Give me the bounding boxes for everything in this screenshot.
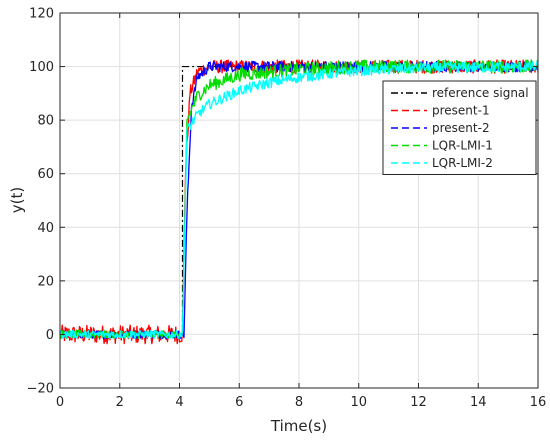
- y-tick-label: 20: [37, 274, 54, 289]
- series-layer: [59, 59, 539, 345]
- y-tick-label: 80: [37, 114, 54, 129]
- x-tick-label: 6: [235, 395, 243, 410]
- legend-label-lqr-lmi-2: LQR-LMI-2: [432, 156, 493, 170]
- x-axis-label: Time(s): [270, 417, 327, 435]
- x-tick-label: 8: [295, 395, 303, 410]
- x-tick-label: 4: [175, 395, 183, 410]
- series-lqr-lmi-2: [59, 60, 539, 340]
- y-tick-label: 0: [46, 328, 54, 343]
- x-tick-label: 16: [530, 395, 547, 410]
- y-tick-label: 120: [29, 7, 54, 22]
- y-tick-label: 60: [37, 167, 54, 182]
- legend: reference signal present-1 present-2 LQR-LM…: [382, 80, 537, 175]
- y-tick-label: 100: [29, 60, 54, 75]
- legend-label-present-1: present-1: [432, 104, 490, 118]
- y-tick-label: 40: [37, 221, 54, 236]
- y-tick-label: −20: [27, 382, 54, 397]
- x-tick-label: 10: [350, 395, 367, 410]
- y-axis-label: y(t): [8, 187, 26, 213]
- x-tick-label: 14: [470, 395, 487, 410]
- series-line: [59, 60, 539, 340]
- x-tick-label: 12: [410, 395, 427, 410]
- x-tick-label: 0: [56, 395, 64, 410]
- legend-label-lqr-lmi-1: LQR-LMI-1: [432, 139, 493, 153]
- legend-label-present-2: present-2: [432, 121, 490, 135]
- legend-label-reference-signal: reference signal: [432, 86, 529, 100]
- x-tick-label: 2: [116, 395, 124, 410]
